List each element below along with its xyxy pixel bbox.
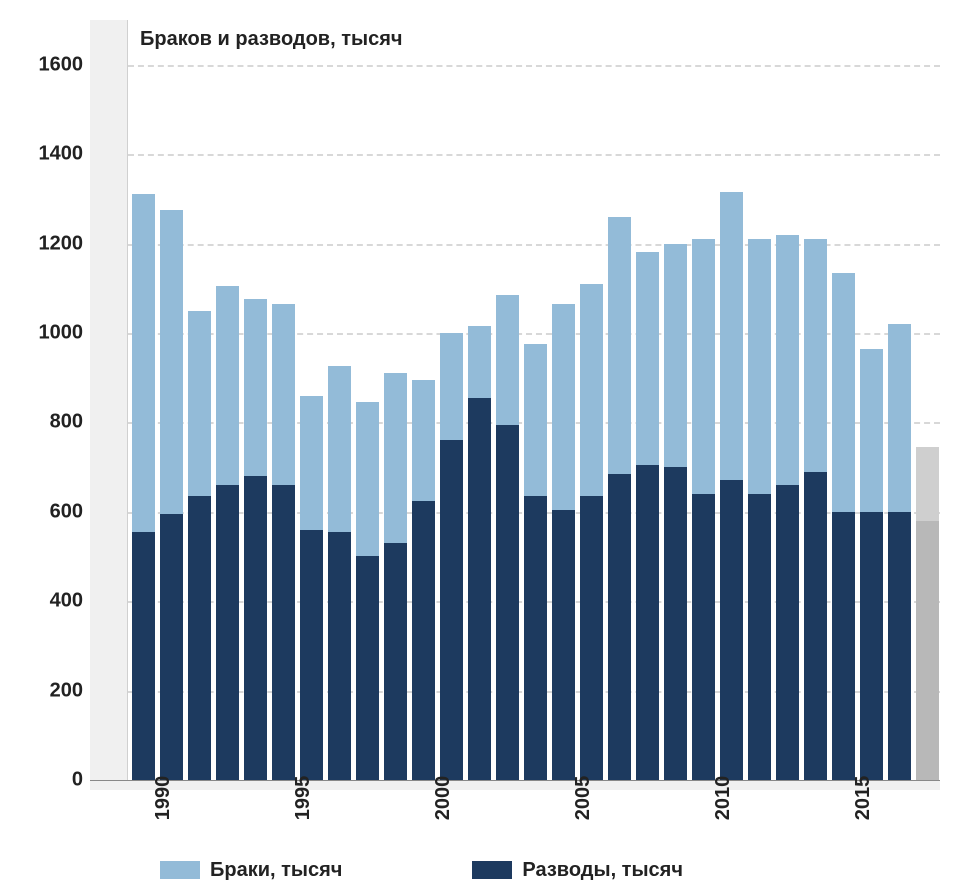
- legend-item-marriages: Браки, тысяч: [160, 859, 342, 882]
- bar-divorces: [356, 556, 379, 780]
- y-axis: [90, 20, 128, 780]
- bar-divorces: [888, 512, 911, 780]
- bar-divorces: [272, 485, 295, 780]
- chart-container: 02004006008001000120014001600 Браков и р…: [0, 0, 965, 895]
- x-tick-label: 2015: [852, 776, 875, 821]
- bar-divorces: [496, 425, 519, 780]
- bar-divorces: [188, 496, 211, 780]
- y-tick-label: 800: [13, 411, 83, 434]
- bar-divorces: [216, 485, 239, 780]
- bar-divorces: [132, 532, 155, 780]
- x-tick-label: 1990: [152, 776, 175, 821]
- bar-divorces: [244, 476, 267, 780]
- bar-divorces: [328, 532, 351, 780]
- bar-divorces: [384, 543, 407, 780]
- bar-divorces: [608, 474, 631, 780]
- y-tick-label: 1600: [13, 53, 83, 76]
- y-tick-label: 600: [13, 500, 83, 523]
- bar-divorces: [692, 494, 715, 780]
- y-tick-label: 0: [13, 769, 83, 792]
- bar-divorces: [524, 496, 547, 780]
- bar-divorces: [832, 512, 855, 780]
- legend-swatch-marriages: [160, 861, 200, 879]
- bars-region: [128, 20, 940, 780]
- y-tick-label: 1400: [13, 143, 83, 166]
- bar-divorces: [804, 472, 827, 780]
- bar-divorces: [440, 440, 463, 780]
- legend-label-divorces: Разводы, тысяч: [522, 859, 683, 882]
- x-tick-label: 1995: [292, 776, 315, 821]
- bar-divorces: [860, 512, 883, 780]
- bar-divorces: [580, 496, 603, 780]
- bar-divorces: [300, 530, 323, 780]
- y-tick-label: 400: [13, 590, 83, 613]
- legend: Браки, тысяч Разводы, тысяч: [160, 855, 860, 885]
- bar-divorces: [916, 521, 939, 780]
- bar-divorces: [468, 398, 491, 780]
- bar-divorces: [664, 467, 687, 780]
- bar-divorces: [552, 510, 575, 780]
- y-tick-label: 1200: [13, 232, 83, 255]
- legend-swatch-divorces: [472, 861, 512, 879]
- y-tick-label: 1000: [13, 321, 83, 344]
- x-tick-label: 2005: [572, 776, 595, 821]
- x-tick-label: 2010: [712, 776, 735, 821]
- legend-label-marriages: Браки, тысяч: [210, 859, 342, 882]
- legend-item-divorces: Разводы, тысяч: [472, 859, 683, 882]
- bar-divorces: [636, 465, 659, 780]
- y-tick-label: 200: [13, 679, 83, 702]
- bar-divorces: [412, 501, 435, 780]
- x-tick-label: 2000: [432, 776, 455, 821]
- bar-divorces: [160, 514, 183, 780]
- bar-divorces: [776, 485, 799, 780]
- bar-divorces: [748, 494, 771, 780]
- bar-divorces: [720, 480, 743, 780]
- x-axis: [90, 780, 940, 790]
